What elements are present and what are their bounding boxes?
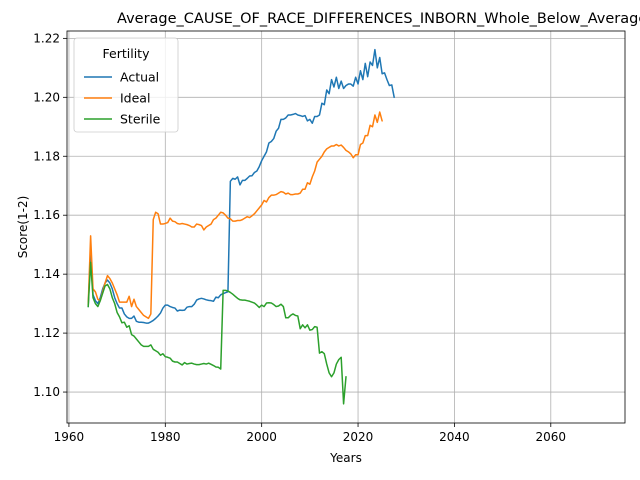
- y-axis-title: Score(1-2): [16, 196, 30, 259]
- y-tick-label: 1.22: [33, 31, 60, 45]
- x-tick-label: 1980: [150, 430, 181, 444]
- x-tick-label: 2020: [343, 430, 374, 444]
- legend-title: Fertility: [103, 46, 151, 61]
- legend-items: Actual Ideal Sterile: [84, 70, 161, 127]
- series-line-ideal: [87, 111, 383, 320]
- x-tick-label: 2060: [536, 430, 567, 444]
- x-tick-label: 2000: [246, 430, 277, 444]
- series-line-sterile: [87, 261, 347, 405]
- series-lines: [87, 48, 395, 405]
- legend-label-sterile: Sterile: [120, 112, 161, 127]
- legend-label-ideal: Ideal: [120, 91, 150, 106]
- y-tick-label: 1.20: [33, 90, 60, 104]
- legend: Fertility Actual Ideal Sterile: [73, 37, 179, 133]
- series-line-actual: [87, 48, 395, 324]
- grid: [67, 31, 625, 423]
- legend-box: [73, 37, 179, 133]
- axis-ticks: 1960 1980 2000 2020 2040 2060 1.10 1.12 1.14 1.16…: [33, 31, 566, 444]
- chart-title: Average_CAUSE_OF_RACE_DIFFERENCES_INBORN…: [117, 11, 640, 27]
- x-tick-label: 1960: [54, 430, 85, 444]
- x-tick-label: 2040: [439, 430, 470, 444]
- x-axis-title: Years: [329, 451, 362, 465]
- y-tick-label: 1.12: [33, 326, 60, 340]
- y-tick-label: 1.18: [33, 149, 60, 163]
- y-tick-label: 1.10: [33, 385, 60, 399]
- y-tick-label: 1.14: [33, 267, 60, 281]
- y-tick-label: 1.16: [33, 208, 60, 222]
- plot-area-frame: [66, 30, 626, 424]
- legend-label-actual: Actual: [120, 70, 159, 85]
